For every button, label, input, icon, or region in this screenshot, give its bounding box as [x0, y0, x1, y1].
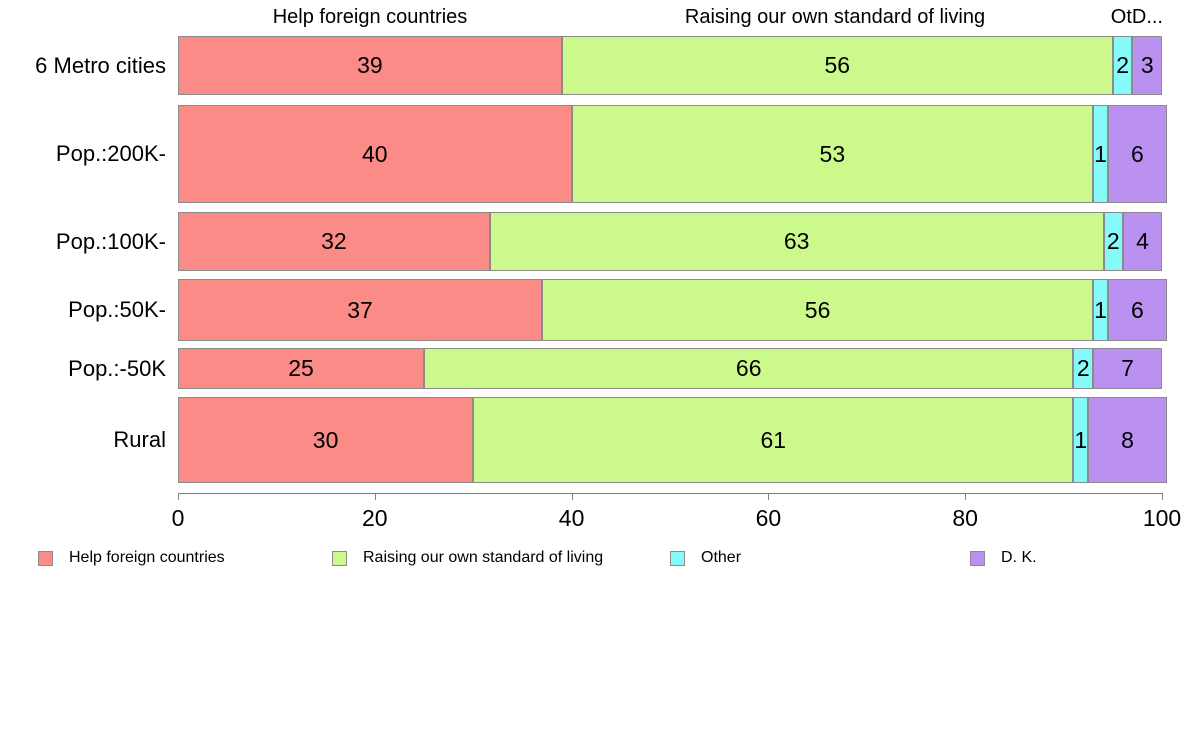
segment-value: 3: [1140, 52, 1154, 78]
bar-row: 30 61 1 8: [178, 397, 1167, 483]
segment-value: 63: [783, 228, 810, 254]
column-header: Help foreign countries: [272, 6, 468, 28]
legend-swatch: [38, 550, 53, 566]
bar-segment: 1: [1093, 279, 1108, 341]
segment-value: 53: [819, 140, 846, 167]
segment-value: 2: [1076, 355, 1090, 381]
bar-segment: 61: [473, 397, 1074, 483]
x-axis-tick-label: 60: [755, 505, 782, 531]
bar-segment: 39: [178, 36, 562, 95]
bar-segment: 40: [178, 105, 572, 203]
segment-value: 6: [1131, 140, 1144, 167]
x-axis-tick-label: 40: [558, 505, 585, 531]
legend-item: D. K.: [970, 549, 1037, 567]
segment-value: 2: [1106, 228, 1120, 254]
bar-segment: 8: [1088, 397, 1167, 483]
legend-swatch: [670, 550, 685, 566]
bar-segment: 53: [571, 105, 1094, 203]
legend-swatch: [970, 550, 985, 566]
bar-segment: 3: [1132, 36, 1162, 95]
category-label: Pop.:200K-: [55, 141, 166, 166]
bar-segment: 2: [1112, 36, 1133, 95]
legend-label: Raising our own standard of living: [363, 549, 604, 566]
category-label: 6 Metro cities: [35, 52, 166, 78]
x-axis-tick: [965, 493, 967, 500]
bar-segment: 63: [489, 212, 1104, 271]
segment-value: 37: [347, 296, 373, 323]
segment-value: 1: [1094, 296, 1107, 323]
legend-label: Other: [701, 549, 742, 566]
category-label: Pop.:-50K: [68, 355, 166, 381]
segment-value: 61: [760, 426, 787, 453]
x-axis-tick: [374, 493, 376, 500]
legend-label: Help foreign countries: [69, 549, 225, 566]
bar-row: 25 66 2 7: [178, 348, 1162, 389]
segment-value: 32: [321, 228, 347, 254]
bar-row: 37 56 1 6: [178, 279, 1167, 341]
bar-segment: 56: [542, 279, 1094, 341]
bar-segment: 1: [1093, 105, 1108, 203]
bar-segment: 66: [424, 348, 1074, 389]
bar-segment: 1: [1073, 397, 1089, 483]
legend-label: D. K.: [1001, 549, 1037, 566]
bar-segment: 2: [1073, 348, 1094, 389]
bar-row: 39 56 2 3: [178, 36, 1162, 95]
bar-segment: 37: [178, 279, 543, 341]
bar-segment: 25: [178, 348, 424, 389]
segment-value: 4: [1136, 228, 1149, 254]
segment-value: 39: [357, 52, 383, 78]
category-label: Rural: [113, 427, 166, 452]
segment-value: 66: [735, 355, 762, 381]
x-axis-tick: [178, 493, 179, 500]
segment-value: 6: [1131, 296, 1144, 323]
x-axis-tick: [571, 493, 573, 500]
x-axis-tick-label: 80: [952, 505, 978, 531]
bar-segment: 56: [561, 36, 1113, 95]
segment-value: 30: [312, 426, 339, 453]
x-axis-tick-label: 100: [1142, 505, 1182, 531]
legend-item: Other: [670, 549, 741, 567]
bar-segment: 6: [1107, 279, 1167, 341]
x-axis-line: [178, 493, 1162, 494]
legend-item: Help foreign countries: [38, 549, 225, 567]
legend-item: Raising our own standard of living: [332, 549, 603, 567]
segment-value: 40: [362, 140, 388, 167]
segment-value: 2: [1116, 52, 1130, 78]
segment-value: 7: [1121, 355, 1134, 381]
bar-segment: 4: [1123, 212, 1162, 271]
segment-value: 1: [1094, 140, 1107, 167]
segment-value: 25: [288, 355, 314, 381]
bar-segment: 6: [1107, 105, 1167, 203]
bar-segment: 32: [178, 212, 490, 271]
bar-segment: 30: [178, 397, 474, 483]
bar-row: 40 53 1 6: [178, 105, 1167, 203]
column-header: Raising our own standard of living: [684, 6, 986, 28]
bar-segment: 7: [1093, 348, 1162, 389]
column-header: OtD...: [1110, 6, 1163, 28]
segment-value: 8: [1121, 426, 1134, 453]
segment-value: 56: [804, 296, 831, 323]
x-axis-tick-label: 20: [362, 505, 388, 531]
bar-row: 32 63 2 4: [178, 212, 1162, 271]
segment-value: 56: [824, 52, 851, 78]
segment-value: 1: [1074, 426, 1088, 453]
x-axis-tick: [1162, 493, 1163, 500]
bar-segment: 2: [1103, 212, 1124, 271]
x-axis-tick: [768, 493, 770, 500]
category-label: Pop.:100K-: [55, 228, 166, 254]
category-label: Pop.:50K-: [68, 297, 166, 322]
x-axis-tick-label: 0: [171, 505, 185, 531]
legend-swatch: [332, 550, 347, 566]
